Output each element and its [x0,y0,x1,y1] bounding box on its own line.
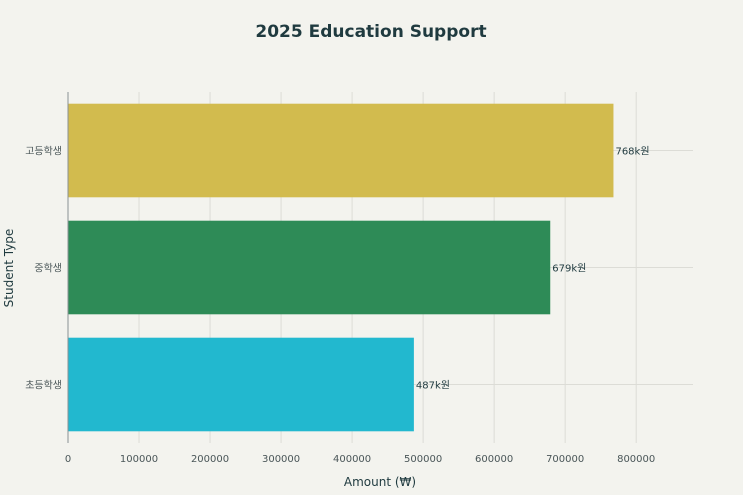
x-tick-label: 0 [65,454,71,465]
y-category-label: 고등학생 [25,146,62,158]
bar [68,337,414,432]
y-category-label: 중학생 [34,263,62,275]
x-tick-label: 100000 [120,454,158,465]
bar-data-label: 679k원 [552,263,586,275]
y-axis-title: Student Type [2,229,16,308]
x-tick-label: 400000 [333,454,371,465]
x-tick-label: 300000 [262,454,300,465]
x-tick-label: 200000 [191,454,229,465]
x-tick-label: 700000 [546,454,584,465]
chart-title: 2025 Education Support [255,22,486,42]
x-tick-label: 500000 [404,454,442,465]
y-category-label: 초등학생 [25,380,62,392]
x-tick-label: 600000 [475,454,513,465]
x-axis-title: Amount (₩) [344,475,416,489]
bar [68,220,551,315]
bar [68,103,614,198]
x-axis-ticks: 0 100000 200000 300000 400000 500000 600000 700… [65,454,655,465]
data-labels: 768k원 679k원 487k원 [416,146,650,392]
bars [68,103,614,432]
x-tick-label: 800000 [617,454,655,465]
bar-data-label: 487k원 [416,380,450,392]
bar-data-label: 768k원 [615,146,649,158]
